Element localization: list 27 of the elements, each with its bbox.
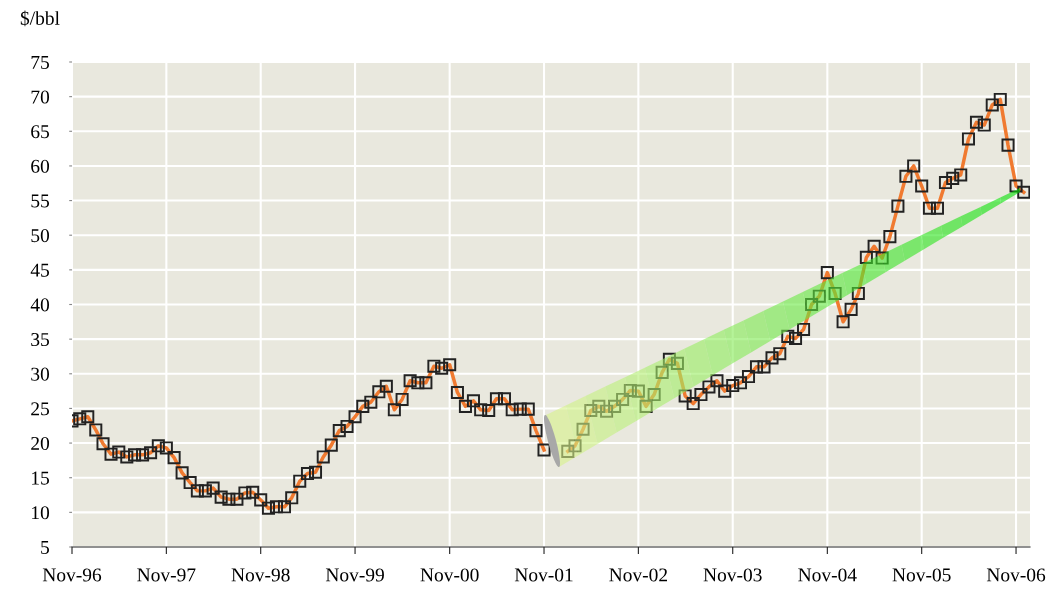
x-tick-label: Nov-99 (325, 568, 384, 582)
x-tick-label: Nov-02 (609, 568, 667, 582)
y-tick-label: 75 (31, 56, 50, 69)
y-tick-label: 45 (30, 263, 50, 277)
x-tick-label: Nov-01 (514, 568, 573, 582)
y-tick-label: 15 (32, 471, 50, 485)
y-tick-label: 60 (31, 159, 50, 173)
y-axis-title: $/bbl (20, 10, 60, 27)
y-tick-label: 10 (32, 506, 50, 520)
y-tick-label: 30 (31, 367, 50, 381)
y-tick-label: 70 (31, 90, 50, 104)
y-tick-label: 35 (31, 333, 50, 347)
x-tick-label: Nov-06 (986, 568, 1046, 582)
y-tick-label: 55 (31, 194, 50, 208)
x-tick-label: Nov-04 (798, 568, 857, 582)
x-tick-label: Nov-97 (137, 568, 196, 582)
x-tick-label: Nov-98 (231, 568, 290, 582)
x-tick-label: Nov-03 (703, 568, 762, 582)
y-tick-label: 5 (41, 541, 50, 554)
x-tick-label: Nov-05 (892, 568, 951, 582)
y-tick-label: 25 (31, 402, 50, 416)
y-tick-label: 65 (31, 125, 50, 139)
x-tick-label: Nov-96 (42, 568, 102, 582)
x-tick-label: Nov-00 (420, 568, 479, 582)
y-tick-label: 40 (30, 298, 50, 312)
y-tick-label: 50 (31, 229, 50, 243)
y-tick-label: 20 (31, 436, 50, 451)
